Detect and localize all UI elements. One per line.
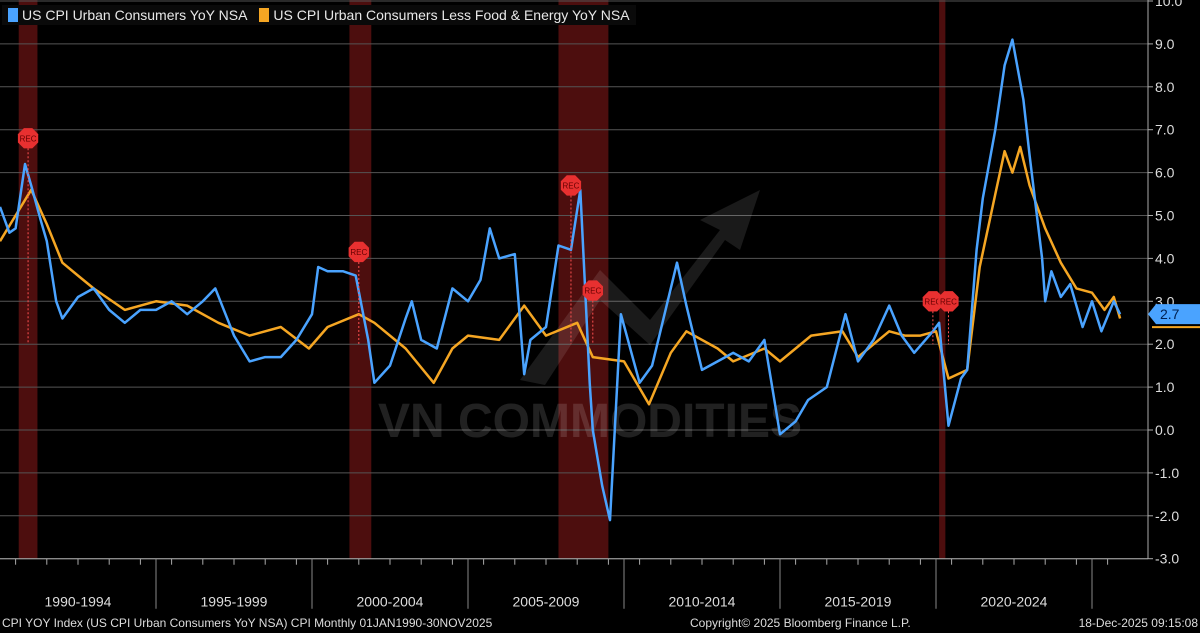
footer-source: CPI YOY Index (US CPI Urban Consumers Yo… [2,616,493,630]
y-tick-label: -2.0 [1155,508,1179,524]
watermark-logo [520,190,760,385]
recession-band [349,0,372,559]
x-tick-label: 2015-2019 [825,594,892,610]
legend-item-core: US CPI Urban Consumers Less Food & Energ… [259,7,630,23]
recession-marker-label: REC [563,181,580,190]
last-value-label: 2.7 [1160,306,1180,322]
recession-marker [938,291,959,312]
recession-marker-label: REC [20,134,37,143]
y-tick-label: -3.0 [1155,551,1179,567]
legend-label-headline: US CPI Urban Consumers YoY NSA [22,7,248,23]
recession-marker [560,175,582,196]
y-tick-label: 9.0 [1155,36,1175,52]
x-tick-label: 1990-1994 [45,594,112,610]
x-tick-label: 2000-2004 [357,594,424,610]
y-tick-label: 8.0 [1155,79,1175,95]
legend-swatch-headline [8,8,18,22]
footer-copyright: Copyright© 2025 Bloomberg Finance L.P. [690,616,911,630]
x-tick-label: 1995-1999 [201,594,268,610]
y-tick-label: 4.0 [1155,250,1175,266]
recession-marker-label: REC [350,248,367,257]
x-tick-label: 2020-2024 [981,594,1048,610]
y-tick-label: 0.0 [1155,422,1175,438]
legend-label-core: US CPI Urban Consumers Less Food & Energ… [273,7,630,23]
recession-marker-label: REC [940,297,957,306]
legend: US CPI Urban Consumers YoY NSA US CPI Ur… [2,5,636,25]
y-tick-label: 10.0 [1155,0,1182,9]
recession-marker [582,280,603,301]
y-tick-label: 5.0 [1155,208,1175,224]
y-tick-label: -1.0 [1155,465,1179,481]
legend-swatch-core [259,8,270,22]
y-tick-label: 7.0 [1155,122,1175,138]
recession-band [18,0,38,559]
y-tick-label: 2.0 [1155,336,1175,352]
last-value-tag [1148,304,1200,325]
recession-marker [348,241,369,263]
series-line-headline [0,38,1122,522]
y-tick-label: 6.0 [1155,165,1175,181]
recession-marker [17,128,39,149]
footer-timestamp: 18-Dec-2025 09:15:08 [1078,616,1198,630]
recession-marker-label: REC [924,297,941,306]
x-tick-label: 2005-2009 [513,594,580,610]
recession-marker [922,291,943,312]
recession-marker-label: REC [584,287,601,296]
x-tick-label: 2010-2014 [669,594,736,610]
recession-band [939,0,946,559]
legend-item-headline: US CPI Urban Consumers YoY NSA [8,7,247,23]
y-tick-label: 1.0 [1155,379,1175,395]
